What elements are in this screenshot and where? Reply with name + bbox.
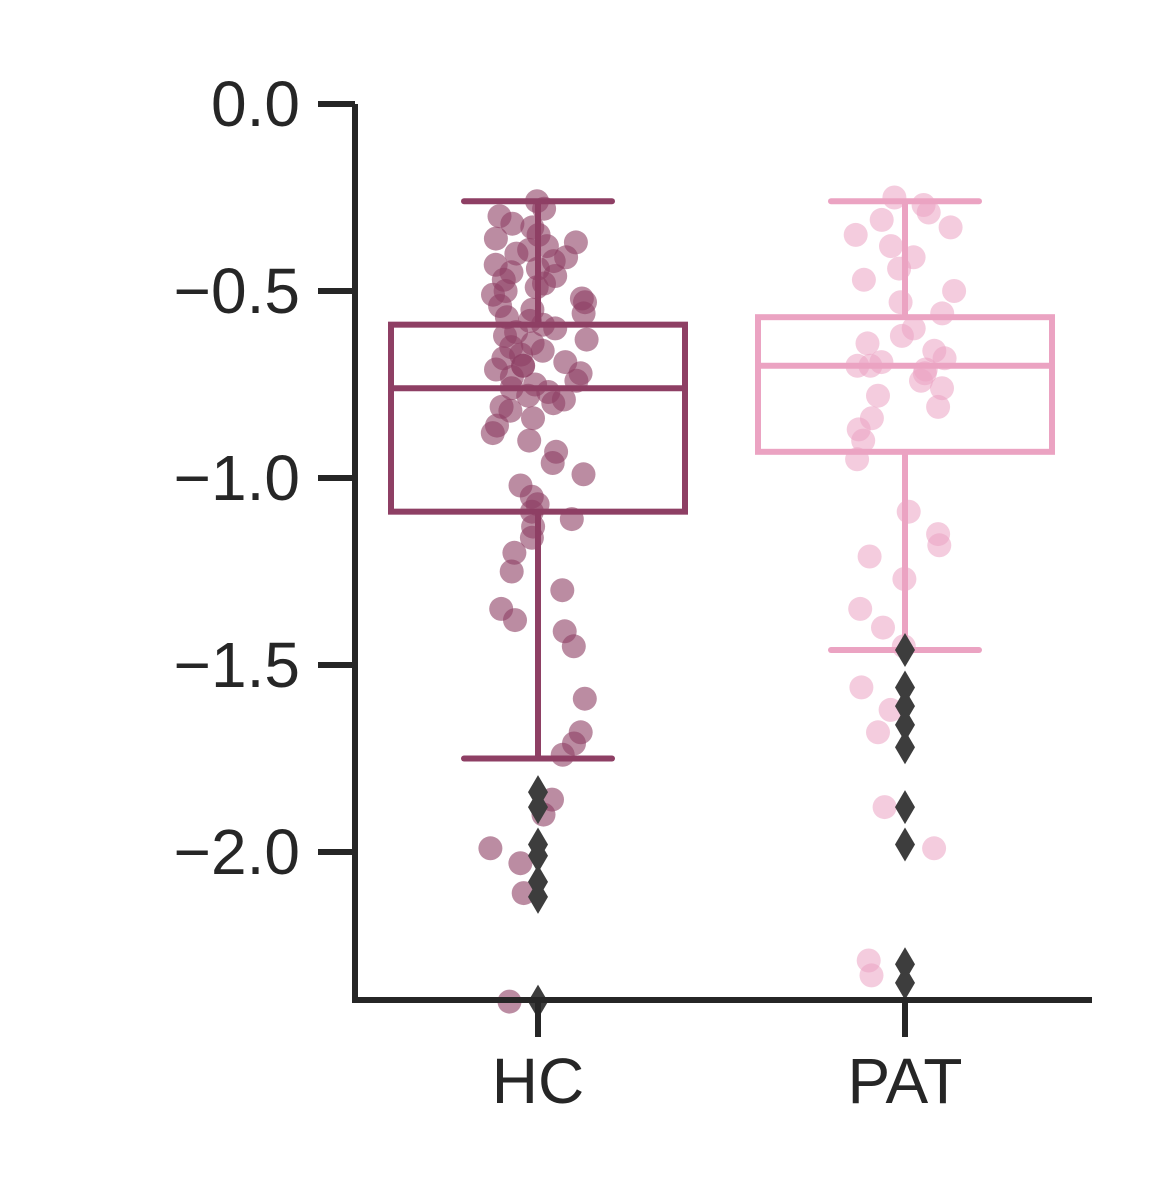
- pat-outlier-marker: [895, 670, 915, 705]
- pat-outlier-marker: [895, 790, 915, 825]
- hc-data-point: [541, 391, 566, 416]
- hc-data-point: [571, 462, 596, 487]
- pat-outlier-marker: [895, 965, 915, 1000]
- pat-box: [755, 314, 1055, 455]
- hc-data-point: [543, 316, 568, 341]
- pat-data-point: [859, 963, 884, 988]
- pat-outlier-marker: [895, 947, 915, 982]
- pat-data-point: [869, 207, 894, 232]
- hc-box: [388, 321, 688, 515]
- pat-data-point: [930, 376, 954, 401]
- pat-data-point: [871, 615, 895, 640]
- pat-data-point: [927, 533, 952, 558]
- pat-data-point: [855, 331, 880, 356]
- pat-outlier-marker: [895, 689, 915, 724]
- hc-data-point: [521, 406, 545, 431]
- hc-data-point: [503, 608, 527, 633]
- hc-outlier-marker: [528, 838, 548, 873]
- pat-data-point: [851, 267, 876, 292]
- pat-data-point: [938, 215, 963, 240]
- y-tick-label: 0.0: [211, 68, 300, 140]
- hc-data-point: [500, 211, 525, 236]
- x-tick-label-hc: HC: [492, 1045, 584, 1117]
- pat-data-point: [848, 596, 873, 621]
- pat-data-point: [896, 499, 921, 524]
- pat-data-point: [843, 222, 868, 247]
- pat-data-point: [889, 323, 914, 348]
- hc-data-point: [478, 836, 503, 861]
- y-tick-label: −1.0: [174, 442, 300, 514]
- pat-outlier-marker: [895, 633, 915, 668]
- hc-data-point: [480, 421, 505, 446]
- strip-points-layer: [478, 185, 967, 1014]
- pat-data-point: [930, 301, 955, 326]
- pat-data-point: [888, 290, 913, 315]
- pat-outlier-marker: [895, 707, 915, 742]
- hc-data-point: [508, 851, 533, 876]
- pat-data-point: [926, 394, 951, 419]
- pat-outlier-marker: [895, 827, 915, 862]
- hc-data-point: [571, 301, 596, 326]
- y-axis-ticks: 0.0 −0.5 −1.0 −1.5 −2.0: [174, 68, 355, 888]
- pat-data-point: [916, 200, 941, 225]
- outliers-layer: [528, 633, 915, 1019]
- hc-data-point: [561, 634, 586, 659]
- hc-data-point: [499, 559, 524, 584]
- x-axis-ticks: HC PAT: [492, 1000, 963, 1117]
- pat-data-point: [849, 675, 874, 700]
- pat-data-point: [909, 368, 933, 393]
- pat-data-point: [866, 383, 890, 408]
- hc-data-point: [483, 226, 508, 251]
- hc-data-point: [530, 338, 555, 363]
- hc-data-point: [517, 428, 542, 453]
- x-tick-label-pat: PAT: [848, 1045, 963, 1117]
- pat-data-point: [866, 720, 890, 745]
- pat-data-point: [857, 544, 882, 569]
- y-tick-label: −1.5: [174, 629, 300, 701]
- y-tick-label: −2.0: [174, 816, 300, 888]
- pat-data-point: [922, 836, 947, 861]
- hc-data-point: [574, 327, 599, 352]
- pat-data-point: [872, 795, 897, 820]
- hc-outlier-marker: [528, 790, 548, 825]
- hc-outlier-marker: [528, 879, 548, 914]
- hc-data-point: [550, 578, 575, 603]
- hc-data-point: [572, 686, 597, 711]
- pat-data-point: [942, 279, 967, 303]
- hc-data-point: [540, 451, 565, 475]
- pat-outlier-marker: [895, 730, 915, 765]
- hc-data-point: [504, 241, 529, 266]
- hc-data-point: [502, 540, 527, 565]
- pat-data-point: [879, 234, 903, 259]
- y-tick-label: −0.5: [174, 255, 300, 327]
- pat-data-point: [851, 428, 876, 453]
- hc-data-point: [550, 742, 575, 767]
